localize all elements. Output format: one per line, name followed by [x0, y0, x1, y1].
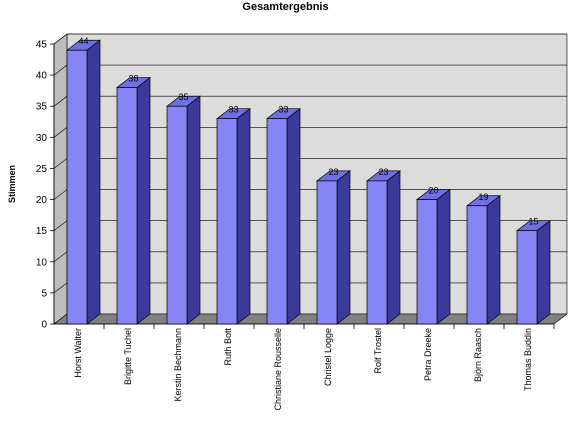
bar-front	[516, 230, 538, 325]
bar-side	[286, 107, 301, 325]
bar	[365, 170, 402, 325]
data-label: 33	[228, 105, 238, 115]
data-label: 38	[128, 74, 138, 84]
side-wall	[53, 33, 68, 325]
x-tick-label: Christiane Rousselle	[273, 328, 283, 411]
labels: 0 5 10 15 20 25 30 35 40 45 44 Horst Walter 38 Brigit…	[7, 36, 539, 410]
bar-front	[166, 105, 188, 325]
bar	[415, 188, 452, 325]
y-tick-label: 0	[41, 320, 47, 331]
bar	[215, 107, 252, 325]
x-tick-label: Petra Dreeke	[423, 328, 433, 381]
data-label: 35	[178, 92, 188, 102]
bar-side	[336, 170, 351, 325]
bar	[265, 107, 302, 325]
x-tick-label: Björn Raasch	[473, 328, 483, 382]
x-tick-label: Christel Logge	[323, 328, 333, 386]
bar-side	[186, 95, 201, 325]
bar-front	[216, 118, 238, 325]
x-tick-label: Rolf Trostel	[373, 328, 383, 374]
gridline	[53, 33, 567, 45]
x-tick-label: Brigitte Tuchel	[123, 328, 133, 385]
data-label: 23	[328, 167, 338, 177]
bar-front	[416, 199, 438, 325]
x-tick-label: Horst Walter	[73, 328, 83, 378]
y-tick-label: 5	[41, 288, 47, 299]
bar-side	[136, 76, 151, 325]
bar-side	[386, 170, 401, 325]
data-label: 15	[528, 217, 538, 227]
chart-title: Gesamtergebnis	[242, 1, 329, 13]
y-tick-label: 15	[36, 226, 48, 237]
bar-side	[436, 188, 451, 325]
data-label: 20	[428, 186, 438, 196]
bar-front	[466, 205, 488, 325]
bar-front	[316, 180, 338, 325]
bars	[65, 39, 552, 325]
bar-side	[86, 39, 101, 325]
bar-side	[236, 107, 251, 325]
data-label: 19	[478, 192, 488, 202]
bar	[315, 170, 352, 325]
bar-front	[116, 87, 138, 325]
bar	[115, 76, 152, 325]
x-tick-label: Thomas Buddin	[523, 328, 533, 391]
y-tick-label: 45	[36, 40, 48, 51]
bar	[515, 219, 552, 325]
x-tick-label: Ruth Bott	[223, 328, 233, 366]
bar	[65, 39, 102, 325]
y-tick-label: 25	[36, 164, 48, 175]
x-tick-label: Kerstin Bechmann	[173, 328, 183, 402]
y-tick-label: 30	[36, 133, 48, 144]
y-tick-label: 35	[36, 102, 48, 113]
bar-side	[486, 195, 501, 325]
data-label: 23	[378, 167, 388, 177]
bar-front	[66, 49, 88, 325]
bar-front	[266, 118, 288, 325]
bar-front	[366, 180, 388, 325]
data-label: 33	[278, 105, 288, 115]
bar-side	[536, 219, 551, 325]
bar	[165, 95, 202, 325]
y-tick-label: 40	[36, 71, 48, 82]
data-label: 44	[78, 36, 88, 46]
bar	[465, 195, 502, 325]
y-tick-label: 20	[36, 195, 48, 206]
y-axis-title: Stimmen	[7, 165, 17, 203]
y-tick-label: 10	[36, 257, 48, 268]
